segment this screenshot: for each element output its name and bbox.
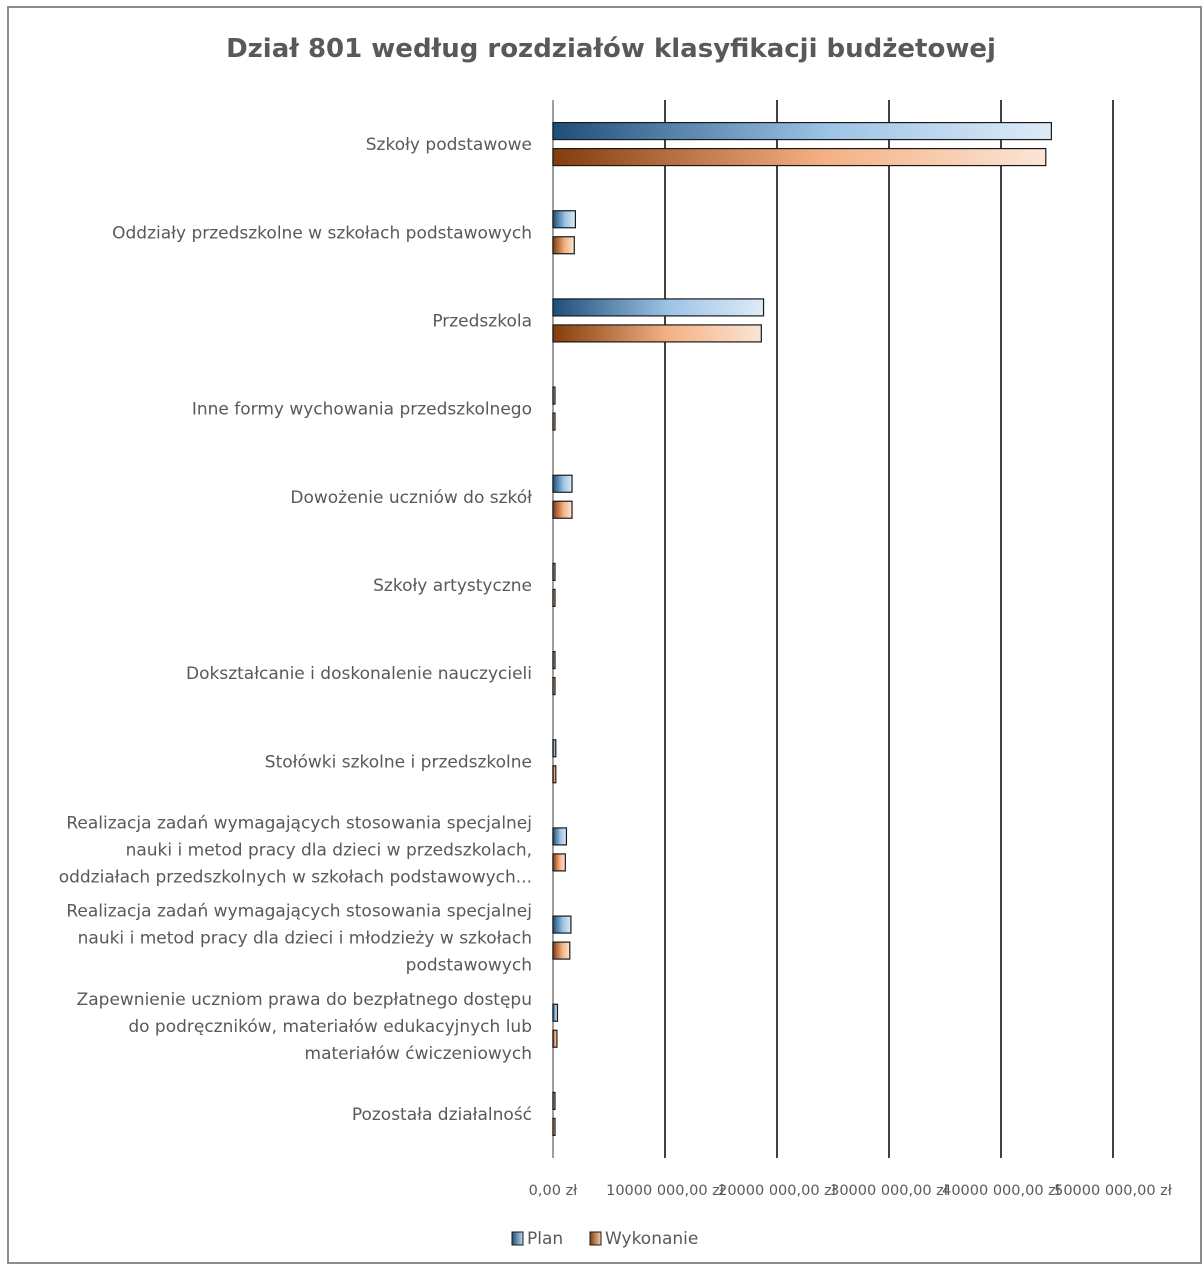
bar-plan bbox=[552, 298, 765, 317]
bar-plan bbox=[552, 1091, 556, 1111]
bar-plan bbox=[552, 739, 557, 758]
category-label: Szkoły artystyczne bbox=[373, 576, 532, 596]
x-tick-label: 50000 000,00 zł bbox=[1054, 1183, 1173, 1199]
bar-wykonanie bbox=[552, 147, 1047, 167]
chart-title: Dział 801 według rozdziałów klasyfikacji… bbox=[226, 34, 996, 64]
category-label: Zapewnienie uczniom prawa do bezpłatnego… bbox=[77, 990, 532, 1064]
category-label: Przedszkola bbox=[432, 311, 532, 331]
bar-plan bbox=[552, 562, 556, 582]
bar-wykonanie bbox=[552, 588, 556, 608]
x-tick-label: 20000 000,00 zł bbox=[718, 1183, 837, 1199]
bar-wykonanie bbox=[552, 676, 556, 696]
category-label: Realizacja zadań wymagających stosowania… bbox=[59, 813, 532, 887]
category-label: Realizacja zadań wymagających stosowania… bbox=[66, 902, 532, 976]
bar-plan bbox=[552, 121, 1052, 141]
bar-plan bbox=[552, 650, 556, 670]
category-label: Dokształcanie i doskonalenie nauczycieli bbox=[186, 664, 532, 684]
bar-plan bbox=[552, 1003, 559, 1022]
bar-plan bbox=[552, 210, 576, 229]
bar-wykonanie bbox=[552, 1029, 558, 1048]
category-label: Stołówki szkolne i przedszkolne bbox=[265, 752, 532, 772]
bar-plan bbox=[552, 474, 573, 493]
x-tick-label: 0,00 zł bbox=[529, 1183, 579, 1199]
legend-swatch-plan bbox=[511, 1231, 524, 1246]
category-label: Pozostała działalność bbox=[352, 1105, 532, 1125]
bar-plan bbox=[552, 827, 568, 846]
category-label: Dowożenie uczniów do szkół bbox=[290, 488, 532, 508]
x-tick-label: 40000 000,00 zł bbox=[942, 1183, 1061, 1199]
bar-wykonanie bbox=[552, 941, 571, 960]
category-label: Oddziały przedszkolne w szkołach podstaw… bbox=[112, 223, 532, 243]
x-tick-label: 30000 000,00 zł bbox=[830, 1183, 949, 1199]
legend-label-wykonanie: Wykonanie bbox=[605, 1229, 698, 1249]
category-label: Inne formy wychowania przedszkolnego bbox=[192, 400, 532, 420]
bar-wykonanie bbox=[552, 765, 557, 784]
bar-plan bbox=[552, 386, 556, 405]
x-tick-label: 10000 000,00 zł bbox=[606, 1183, 725, 1199]
legend-swatch-wykonanie bbox=[589, 1231, 602, 1246]
bar-wykonanie bbox=[552, 500, 573, 519]
bar-plan bbox=[552, 915, 572, 934]
category-label: Szkoły podstawowe bbox=[366, 135, 532, 155]
bar-wykonanie bbox=[552, 324, 762, 343]
bar-wykonanie bbox=[552, 236, 575, 255]
chart-frame bbox=[7, 6, 1202, 1264]
bar-wykonanie bbox=[552, 853, 566, 872]
bar-wykonanie bbox=[552, 412, 556, 431]
legend-label-plan: Plan bbox=[527, 1229, 563, 1249]
bar-wykonanie bbox=[552, 1117, 556, 1137]
